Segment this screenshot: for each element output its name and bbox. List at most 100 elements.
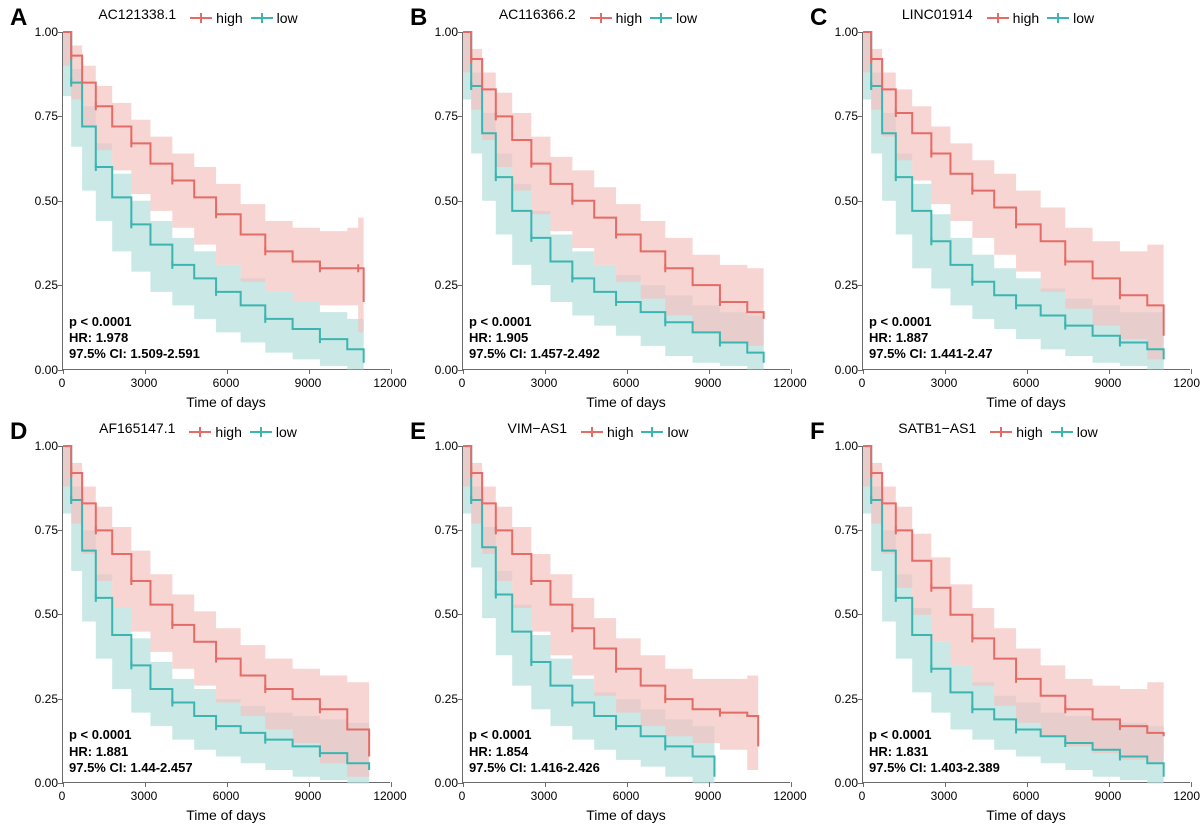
legend: AF165147.1highlow <box>0 420 400 440</box>
y-tick-label: 0.50 <box>30 607 58 621</box>
legend-high: high <box>581 424 633 440</box>
gene-name: SATB1−AS1 <box>898 420 976 436</box>
x-tick-label: 9000 <box>1095 789 1122 803</box>
hazard-ratio: HR: 1.978 <box>69 330 200 346</box>
x-tick-label: 0 <box>459 376 466 390</box>
x-tick <box>145 782 146 787</box>
panel-C: CLINC01914highlowSurvival probabilityTim… <box>800 0 1200 414</box>
y-tick <box>858 32 863 33</box>
x-tick-label: 6000 <box>1013 376 1040 390</box>
y-tick <box>858 783 863 784</box>
y-tick-label: 1.00 <box>430 439 458 453</box>
x-axis-label: Time of days <box>62 394 390 410</box>
y-tick-label: 0.75 <box>30 109 58 123</box>
x-tick-label: 6000 <box>613 376 640 390</box>
y-tick-label: 0.25 <box>430 278 458 292</box>
x-axis-label: Time of days <box>862 394 1190 410</box>
y-tick <box>458 201 463 202</box>
plot-area: p < 0.0001HR: 1.90597.5% CI: 1.457-2.492 <box>462 32 790 370</box>
panel-B: BAC116366.2highlowSurvival probabilityTi… <box>400 0 800 414</box>
y-tick <box>458 285 463 286</box>
ci: 97.5% CI: 1.441-2.47 <box>869 346 993 362</box>
p-value: p < 0.0001 <box>69 727 193 743</box>
y-tick-label: 0.50 <box>430 194 458 208</box>
x-tick <box>627 782 628 787</box>
x-tick <box>791 369 792 374</box>
y-tick-label: 0.25 <box>30 692 58 706</box>
x-tick-label: 0 <box>459 789 466 803</box>
stats-annotation: p < 0.0001HR: 1.97897.5% CI: 1.509-2.591 <box>69 314 200 363</box>
x-tick <box>791 782 792 787</box>
plot-area: p < 0.0001HR: 1.88197.5% CI: 1.44-2.457 <box>62 446 390 784</box>
x-tick <box>863 782 864 787</box>
panel-E: EVIM−AS1highlowSurvival probabilityTime … <box>400 414 800 827</box>
y-tick-label: 0.75 <box>830 523 858 537</box>
x-tick-label: 9000 <box>295 789 322 803</box>
y-tick <box>458 614 463 615</box>
y-tick <box>58 783 63 784</box>
y-tick <box>58 614 63 615</box>
y-tick <box>858 285 863 286</box>
legend: LINC01914highlow <box>800 6 1200 26</box>
legend-low: low <box>251 10 298 26</box>
stats-annotation: p < 0.0001HR: 1.88197.5% CI: 1.44-2.457 <box>69 727 193 776</box>
x-tick <box>627 369 628 374</box>
legend: AC121338.1highlow <box>0 6 400 26</box>
ci: 97.5% CI: 1.457-2.492 <box>469 346 600 362</box>
x-tick-label: 0 <box>59 789 66 803</box>
y-tick <box>58 370 63 371</box>
y-tick <box>458 530 463 531</box>
ci: 97.5% CI: 1.416-2.426 <box>469 760 600 776</box>
x-axis-label: Time of days <box>462 807 790 823</box>
x-tick <box>391 369 392 374</box>
plot-area: p < 0.0001HR: 1.85497.5% CI: 1.416-2.426 <box>462 446 790 784</box>
x-tick-label: 3000 <box>931 789 958 803</box>
y-tick <box>58 285 63 286</box>
ci: 97.5% CI: 1.403-2.389 <box>869 760 1000 776</box>
panel-A: AAC121338.1highlowSurvival probabilityTi… <box>0 0 400 414</box>
y-tick-label: 0.50 <box>30 194 58 208</box>
y-tick-label: 0.50 <box>430 607 458 621</box>
y-tick <box>858 116 863 117</box>
stats-annotation: p < 0.0001HR: 1.85497.5% CI: 1.416-2.426 <box>469 727 600 776</box>
ci: 97.5% CI: 1.509-2.591 <box>69 346 200 362</box>
y-tick-label: 0.50 <box>830 194 858 208</box>
x-tick-label: 3000 <box>531 376 558 390</box>
gene-name: AF165147.1 <box>99 420 175 436</box>
x-tick <box>391 782 392 787</box>
stats-annotation: p < 0.0001HR: 1.90597.5% CI: 1.457-2.492 <box>469 314 600 363</box>
y-tick <box>858 614 863 615</box>
x-tick <box>1027 782 1028 787</box>
y-tick-label: 0.25 <box>830 692 858 706</box>
p-value: p < 0.0001 <box>469 727 600 743</box>
x-tick-label: 6000 <box>213 376 240 390</box>
y-tick <box>458 699 463 700</box>
y-tick <box>58 32 63 33</box>
y-tick <box>858 699 863 700</box>
x-tick <box>1109 369 1110 374</box>
x-axis-label: Time of days <box>62 807 390 823</box>
y-tick <box>58 446 63 447</box>
x-tick <box>945 782 946 787</box>
x-tick <box>545 782 546 787</box>
hazard-ratio: HR: 1.881 <box>69 744 193 760</box>
gene-name: AC116366.2 <box>499 6 576 22</box>
y-tick <box>858 446 863 447</box>
x-tick <box>463 782 464 787</box>
x-tick-label: 9000 <box>695 789 722 803</box>
y-tick-label: 1.00 <box>30 25 58 39</box>
p-value: p < 0.0001 <box>869 314 993 330</box>
legend-high: high <box>990 424 1042 440</box>
x-tick <box>545 369 546 374</box>
y-tick <box>458 370 463 371</box>
y-tick-label: 1.00 <box>830 439 858 453</box>
legend-high: high <box>189 424 241 440</box>
legend-low: low <box>1047 10 1094 26</box>
x-tick-label: 3000 <box>931 376 958 390</box>
x-tick <box>145 369 146 374</box>
y-tick-label: 1.00 <box>830 25 858 39</box>
plot-area: p < 0.0001HR: 1.83197.5% CI: 1.403-2.389 <box>862 446 1190 784</box>
y-tick <box>858 530 863 531</box>
x-tick <box>709 369 710 374</box>
x-tick <box>63 782 64 787</box>
